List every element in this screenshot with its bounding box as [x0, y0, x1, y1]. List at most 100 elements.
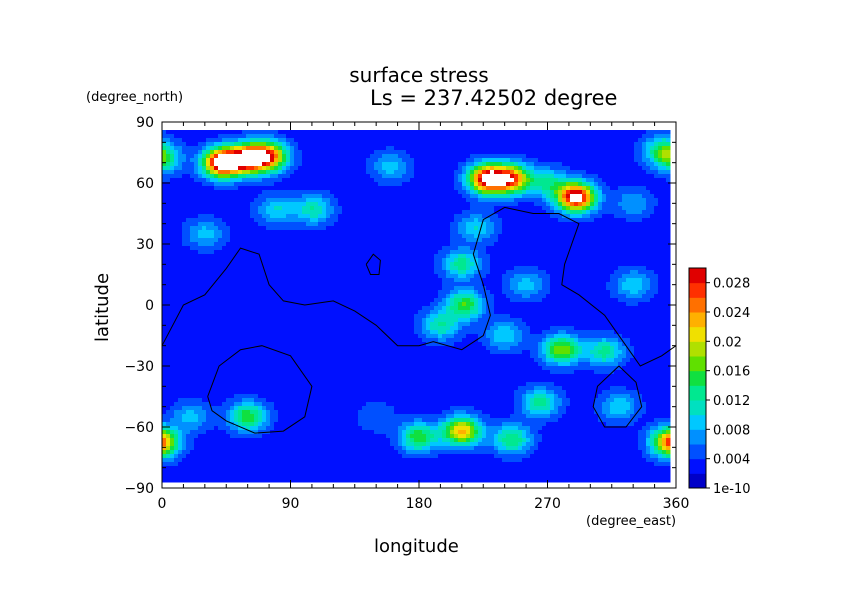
heat-cell — [174, 278, 179, 283]
heat-cell — [286, 146, 291, 151]
heat-cell — [266, 166, 271, 171]
heat-cell — [294, 270, 299, 275]
heat-cell — [418, 274, 423, 279]
heat-cell — [410, 230, 415, 235]
heat-cell — [622, 270, 627, 275]
heat-cell — [270, 142, 275, 147]
heat-cell — [422, 142, 427, 147]
heat-cell — [366, 278, 371, 283]
heat-cell — [626, 198, 631, 203]
heat-cell — [282, 170, 287, 175]
heat-cell — [218, 198, 223, 203]
heat-cell — [498, 210, 503, 215]
heat-cell — [478, 218, 483, 223]
heat-cell — [386, 178, 391, 183]
heat-cell — [286, 214, 291, 219]
heat-cell — [330, 258, 335, 263]
heat-cell — [650, 218, 655, 223]
heat-cell — [218, 218, 223, 223]
heat-cell — [370, 198, 375, 203]
heat-cell — [354, 282, 359, 287]
heat-cell — [170, 166, 175, 171]
heat-cell — [426, 258, 431, 263]
heat-cell — [178, 270, 183, 275]
heat-cell — [462, 206, 467, 211]
heat-cell — [274, 150, 279, 155]
heat-cell — [566, 254, 571, 259]
heat-cell — [178, 202, 183, 207]
heat-cell — [606, 194, 611, 199]
heat-cell — [594, 146, 599, 151]
heat-cell — [334, 230, 339, 235]
heat-cell — [190, 234, 195, 239]
heat-cell — [246, 230, 251, 235]
heat-cell — [182, 266, 187, 271]
heat-cell — [498, 246, 503, 251]
heat-cell — [406, 266, 411, 271]
heat-cell — [294, 222, 299, 227]
heat-cell — [186, 146, 191, 151]
heat-cell — [382, 150, 387, 155]
heat-cell — [602, 226, 607, 231]
y-axis-units: (degree_north) — [86, 90, 184, 105]
heat-cell — [530, 238, 535, 243]
heat-cell — [590, 186, 595, 191]
heat-cell — [386, 142, 391, 147]
heat-cell — [494, 242, 499, 247]
heat-cell — [382, 242, 387, 247]
heat-cell — [342, 230, 347, 235]
heat-cell — [474, 134, 479, 139]
heat-cell — [498, 162, 503, 167]
heat-cell — [366, 174, 371, 179]
heat-cell — [174, 166, 179, 171]
heat-cell — [598, 214, 603, 219]
heat-cell — [434, 130, 439, 135]
heat-cell — [234, 238, 239, 243]
heat-cell — [650, 142, 655, 147]
heat-cell — [298, 178, 303, 183]
heat-cell — [394, 218, 399, 223]
heat-cell — [230, 266, 235, 271]
heat-cell — [346, 206, 351, 211]
heat-cell — [458, 178, 463, 183]
heat-cell — [290, 166, 295, 171]
heat-cell — [310, 274, 315, 279]
heat-cell — [278, 258, 283, 263]
heat-cell — [242, 250, 247, 255]
heat-cell — [330, 242, 335, 247]
heat-cell — [518, 202, 523, 207]
heat-cell — [266, 138, 271, 143]
heat-cell — [462, 158, 467, 163]
heat-cell — [326, 266, 331, 271]
heat-cell — [262, 186, 267, 191]
heat-cell — [310, 206, 315, 211]
heat-cell — [402, 262, 407, 267]
heat-cell — [346, 154, 351, 159]
heat-cell — [498, 266, 503, 271]
heat-cell — [462, 210, 467, 215]
heat-cell — [410, 162, 415, 167]
heat-cell — [290, 146, 295, 151]
heat-cell — [434, 278, 439, 283]
heat-cell — [474, 274, 479, 279]
heat-cell — [186, 210, 191, 215]
heat-cell — [406, 218, 411, 223]
heat-cell — [250, 266, 255, 271]
heat-cell — [414, 270, 419, 275]
heat-cell — [354, 162, 359, 167]
heat-cell — [342, 142, 347, 147]
heat-cell — [486, 282, 491, 287]
heat-cell — [266, 210, 271, 215]
heat-cell — [322, 150, 327, 155]
heat-cell — [198, 242, 203, 247]
heat-cell — [458, 174, 463, 179]
heat-cell — [642, 162, 647, 167]
heat-cell — [618, 194, 623, 199]
heat-cell — [274, 230, 279, 235]
heat-cell — [190, 130, 195, 135]
heat-cell — [338, 214, 343, 219]
heat-cell — [318, 162, 323, 167]
heat-cell — [534, 178, 539, 183]
heat-cell — [462, 246, 467, 251]
heat-cell — [658, 178, 663, 183]
